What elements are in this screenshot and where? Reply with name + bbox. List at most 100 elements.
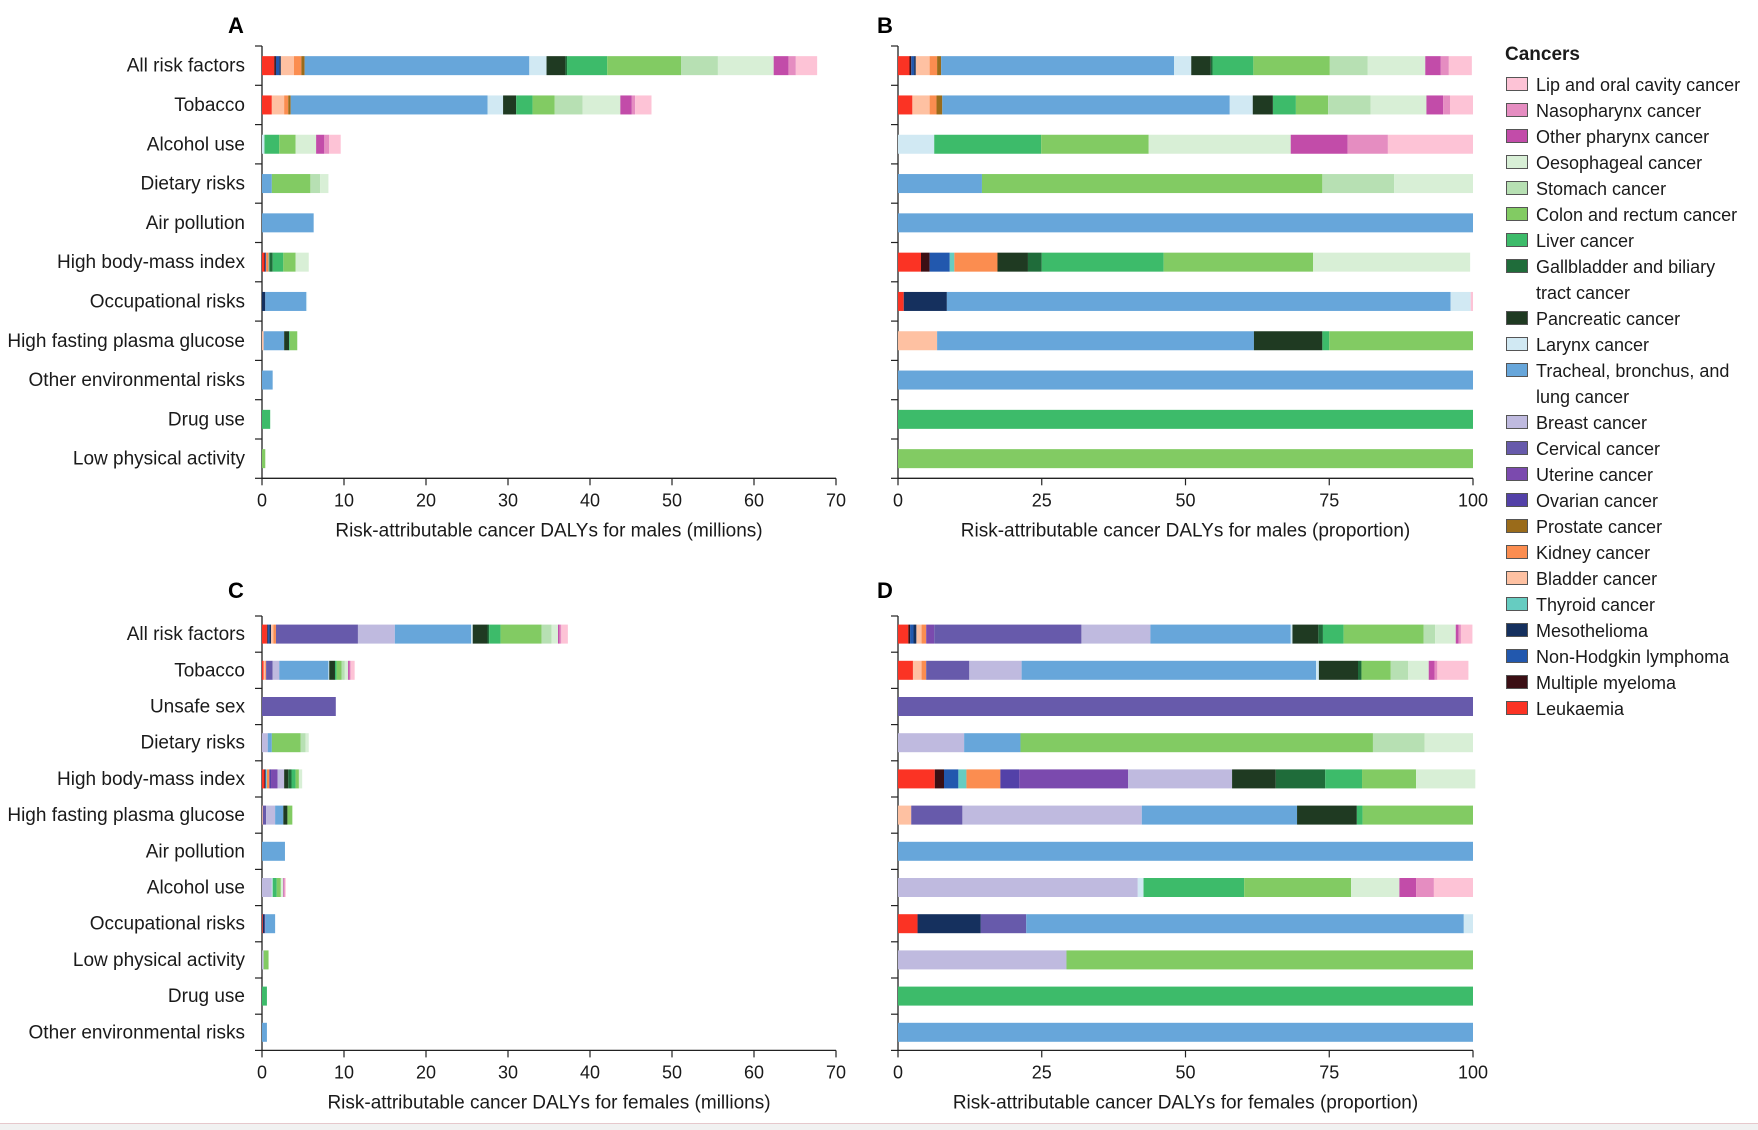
panel-c: C All risk factors Tobacco Unsafe sex Dietar… [7, 578, 846, 1113]
panel-a: A All risk factors Tobacco Alcohol use Dieta… [7, 13, 846, 541]
y-tick-label: High body-mass index [57, 769, 245, 790]
bar-segment [262, 697, 336, 716]
bar-segment [1390, 660, 1409, 680]
bar-segment [1423, 624, 1436, 644]
legend-swatch [1506, 701, 1528, 715]
bar-segment [921, 252, 930, 272]
bar-segment [263, 950, 269, 970]
bar-segment [316, 134, 325, 154]
legend-swatch [1506, 181, 1528, 195]
legend-item: Lip and oral cavity cancer [1505, 72, 1755, 98]
legend-swatch [1506, 103, 1528, 117]
legend-item: Other pharynx cancer [1505, 124, 1755, 150]
bar-segment [263, 660, 266, 680]
bar-segment [1174, 56, 1192, 76]
bar-segment [265, 914, 276, 934]
bar-segment [279, 134, 296, 154]
bar-segment [1408, 660, 1429, 680]
bar-segment [266, 769, 270, 789]
legend-label: Thyroid cancer [1536, 595, 1656, 615]
bar-segment [1290, 624, 1293, 644]
bar-segment [489, 624, 501, 644]
bar-segment [1244, 878, 1352, 897]
y-tick-label: Other environmental risks [29, 1022, 245, 1043]
x-tick-label: 60 [744, 490, 764, 510]
bar-segment [898, 878, 1138, 897]
bar-segment [1450, 95, 1473, 115]
legend-label: Stomach cancer [1536, 179, 1667, 199]
legend-item: Larynx cancer [1505, 332, 1755, 358]
bar-segment [1253, 56, 1330, 76]
bar-segment [898, 950, 1067, 970]
bar-segment [262, 769, 265, 789]
bar-segment [262, 213, 314, 233]
bar-segment [936, 95, 943, 115]
legend-swatch [1506, 207, 1528, 221]
bar-segment [582, 95, 621, 115]
legend-label: Prostate cancer [1536, 517, 1663, 537]
bar-segment [921, 624, 927, 644]
x-axis-label: Risk-attributable cancer DALYs for femal… [953, 1092, 1418, 1113]
panel-letter: D [877, 578, 893, 603]
bar-segment [271, 733, 301, 753]
legend-label: Lip and oral cavity cancer [1536, 75, 1741, 95]
bar-segment [266, 624, 268, 644]
bar-segment [1460, 624, 1473, 644]
bar-segment [329, 660, 335, 680]
bar-segment [295, 769, 299, 789]
bar-segment [1313, 252, 1471, 272]
bar-segment [1434, 660, 1438, 680]
legend-swatch [1506, 337, 1528, 351]
legend-label: Larynx cancer [1536, 335, 1650, 355]
bar-segment [916, 624, 922, 644]
legend-swatch [1506, 649, 1528, 663]
bar-segment [1362, 805, 1473, 825]
bar-segment [558, 624, 560, 644]
legend-swatch [1506, 467, 1528, 481]
x-tick-label: 30 [498, 1062, 518, 1082]
y-tick-label: Low physical activity [73, 950, 246, 971]
bar-segment [277, 769, 285, 789]
bar-segment [394, 624, 472, 644]
bar-segment [921, 660, 927, 680]
y-tick-label: Drug use [168, 986, 245, 1007]
legend-item: Breast cancer [1505, 410, 1755, 436]
bar-segment [607, 56, 682, 76]
bar-segment [1372, 733, 1425, 753]
bar-segment [1437, 660, 1469, 680]
bar-segment [911, 805, 963, 825]
legend-label: Leukaemia [1536, 699, 1625, 719]
footer-band [0, 1123, 1758, 1130]
bar-segment [773, 56, 789, 76]
bar-segment [946, 291, 1451, 311]
bar-segment [1458, 624, 1461, 644]
legend-label: Colon and rectum cancer [1536, 205, 1738, 225]
bar-segment [681, 56, 718, 76]
bar-segment [288, 95, 291, 115]
y-tick-label: High fasting plasma glucose [7, 805, 245, 826]
bar-segment [898, 841, 1473, 861]
bar-segment [1000, 769, 1020, 789]
figure: A All risk factors Tobacco Alcohol use Dieta… [7, 13, 1488, 1113]
bar-segment [546, 56, 566, 76]
legend-label: Cervical cancer [1536, 439, 1661, 459]
bar-segment [898, 409, 1473, 429]
bar-segment [898, 213, 1473, 233]
bar-segment [1416, 878, 1434, 897]
bar-segment [1370, 95, 1427, 115]
bar-segment [267, 733, 272, 753]
bar-segment [1141, 805, 1298, 825]
bar-segment [1416, 769, 1476, 789]
bar-segment [272, 878, 277, 897]
panel-d: D 0 25 50 75 100 Risk-attributable cancer DALY… [877, 578, 1488, 1113]
x-tick-label: 0 [893, 490, 903, 510]
y-tick-label: Drug use [168, 409, 245, 430]
bar-segment [1361, 660, 1391, 680]
bar-segment [1137, 878, 1144, 897]
bar-segment [1066, 950, 1473, 970]
bar-segment [293, 56, 302, 76]
bar-segment [1455, 624, 1459, 644]
bar-segment [289, 331, 290, 351]
legend-item: Tracheal, bronchus, and lung cancer [1505, 358, 1755, 410]
bar-segment [301, 56, 305, 76]
